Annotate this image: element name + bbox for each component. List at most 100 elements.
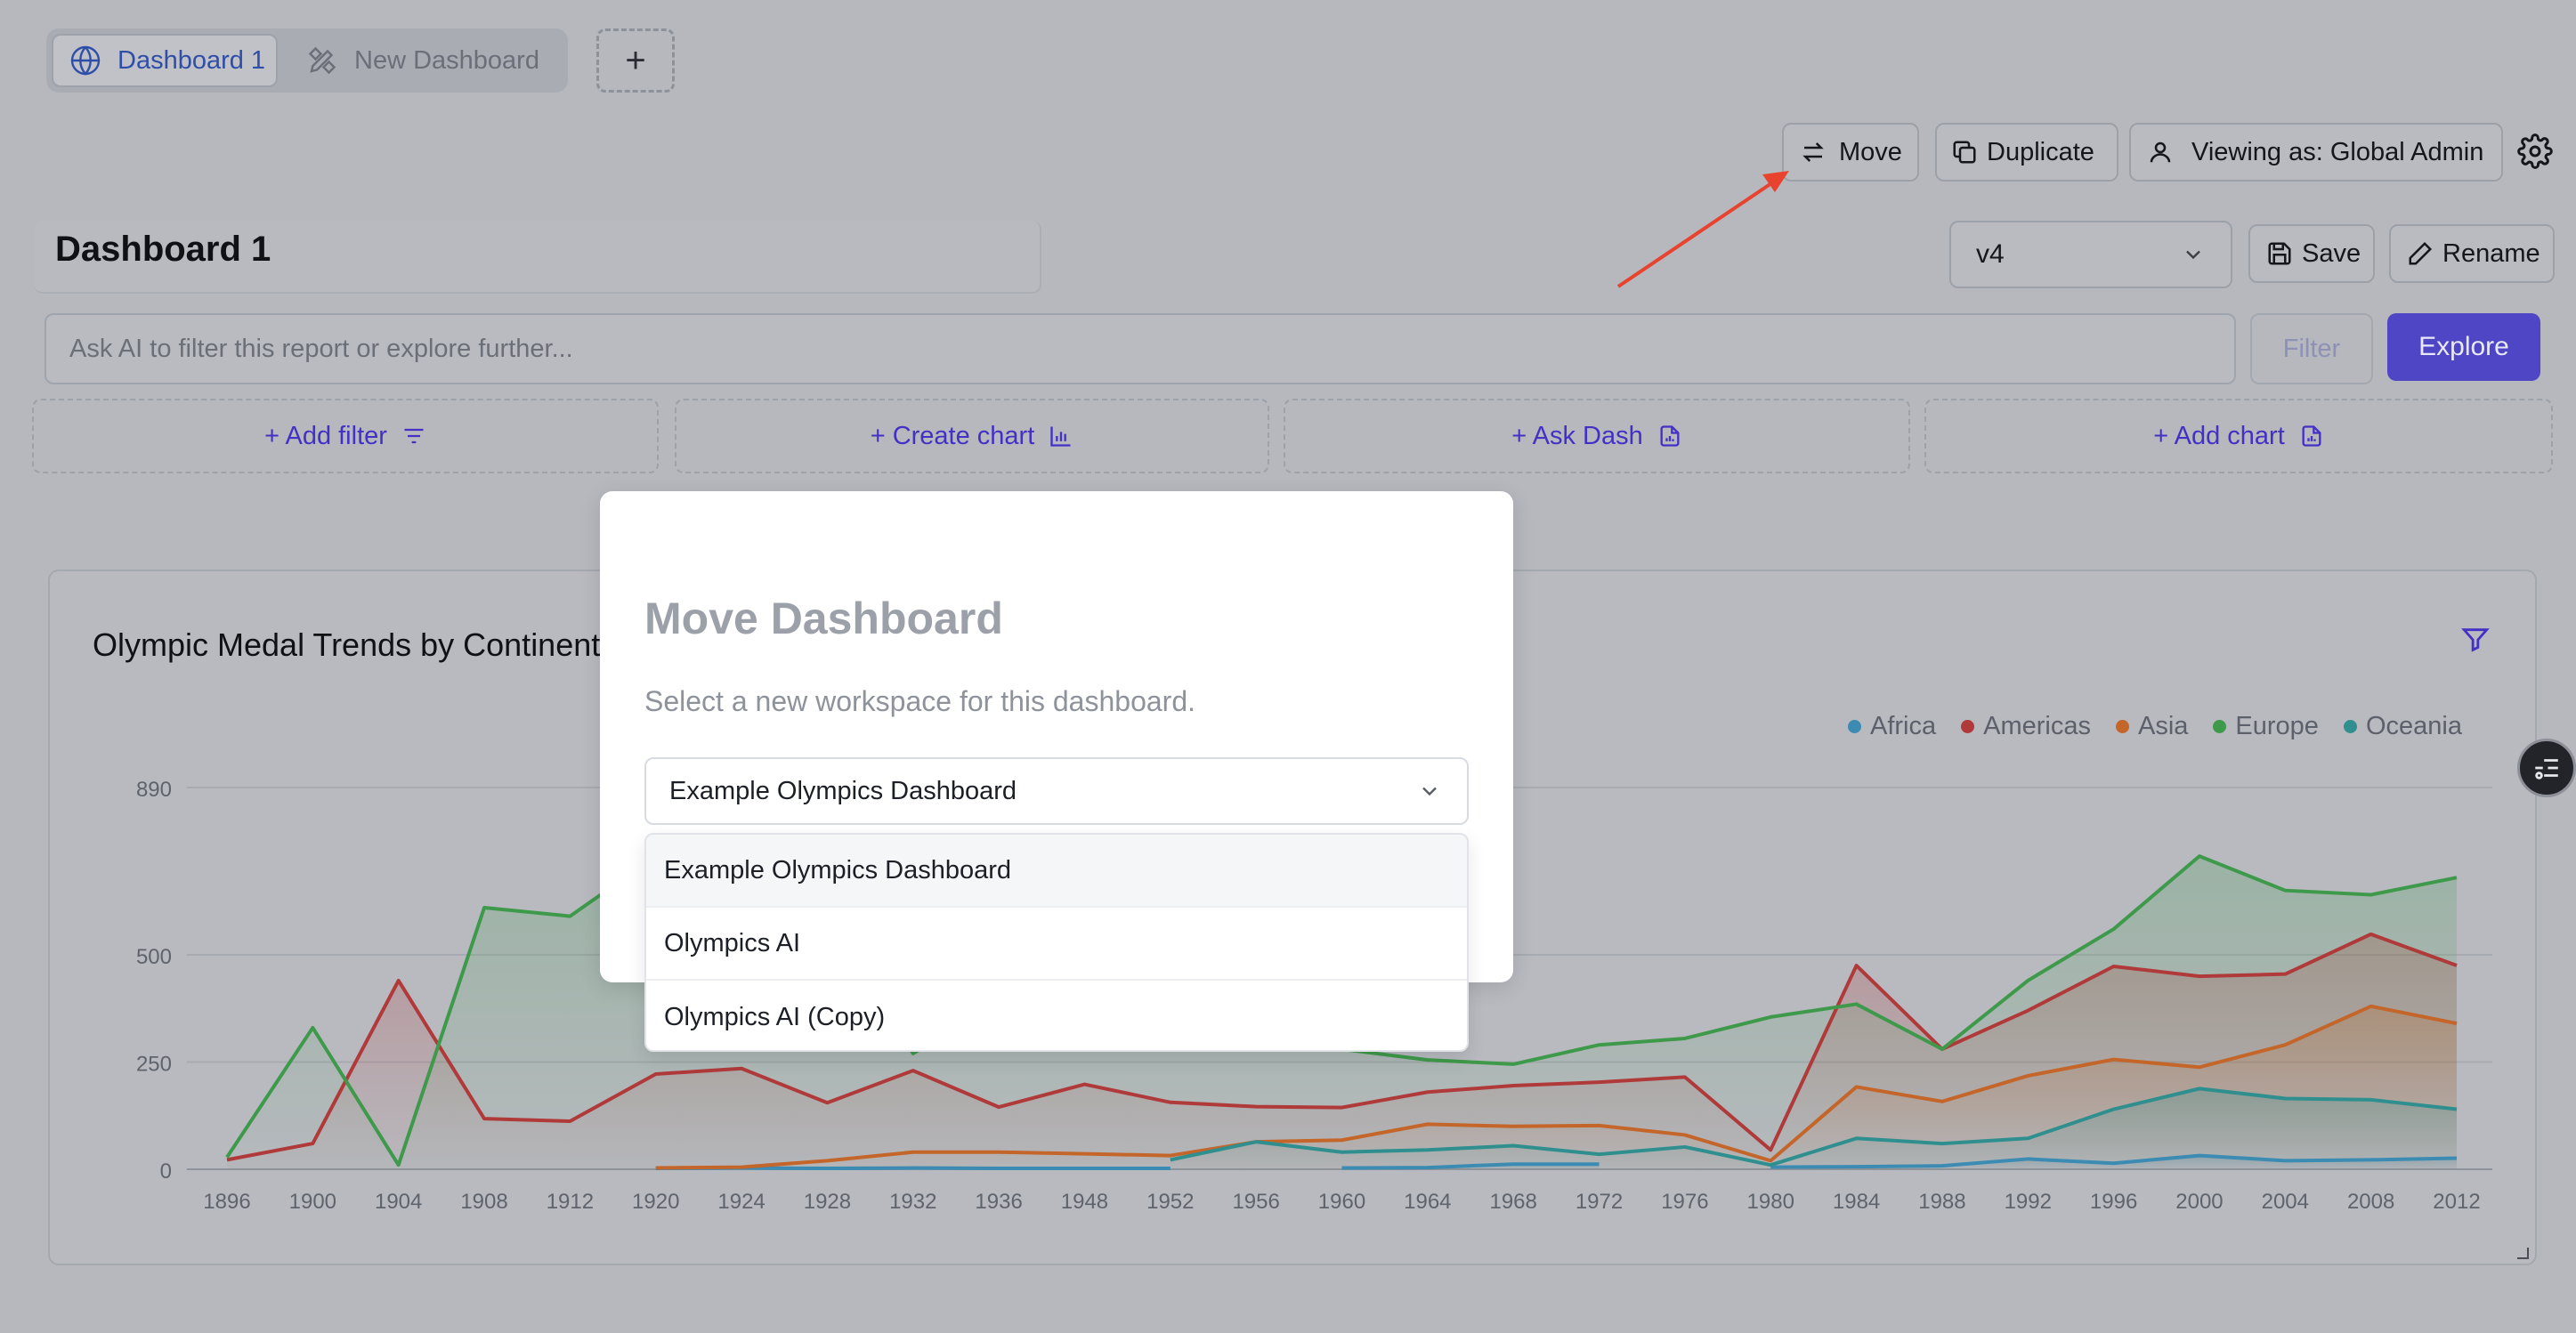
chart-legend: Africa Americas Asia Europe Oceania bbox=[1848, 712, 2462, 741]
sliders-icon bbox=[2531, 753, 2562, 783]
x-tick-label: 1952 bbox=[1146, 1190, 1194, 1214]
x-tick-label: 2000 bbox=[2175, 1190, 2223, 1214]
copy-icon bbox=[1951, 139, 1978, 166]
filter-lines-icon bbox=[401, 424, 426, 448]
legend-dot bbox=[2116, 720, 2129, 733]
legend-item[interactable]: Europe bbox=[2213, 712, 2319, 741]
y-tick-label: 500 bbox=[136, 945, 172, 969]
workspace-dropdown: Example Olympics Dashboard Olympics AI O… bbox=[644, 833, 1469, 1052]
x-tick-label: 1920 bbox=[632, 1190, 679, 1214]
legend-item[interactable]: Americas bbox=[1961, 712, 2091, 741]
filter-button[interactable]: Filter bbox=[2250, 313, 2373, 384]
resize-handle[interactable] bbox=[2515, 1246, 2530, 1264]
add-filter-button[interactable]: + Add filter bbox=[32, 399, 659, 473]
add-tab-button[interactable]: + bbox=[596, 28, 675, 93]
series-line-oceania bbox=[1170, 1087, 2458, 1167]
series-line-africa bbox=[1341, 1162, 1600, 1170]
x-tick-label: 1988 bbox=[1918, 1190, 1965, 1214]
rename-button[interactable]: Rename bbox=[2389, 224, 2555, 283]
x-tick-label: 2008 bbox=[2347, 1190, 2394, 1214]
globe-icon bbox=[69, 44, 101, 77]
x-tick-label: 1928 bbox=[804, 1190, 851, 1214]
x-tick-label: 1992 bbox=[2005, 1190, 2052, 1214]
x-tick-label: 1904 bbox=[375, 1190, 422, 1214]
legend-label: Americas bbox=[1983, 712, 2091, 740]
legend-label: Asia bbox=[2138, 712, 2189, 740]
chevron-down-icon bbox=[1417, 779, 1442, 804]
modal-title: Move Dashboard bbox=[644, 594, 1003, 643]
workspace-select[interactable]: Example Olympics Dashboard bbox=[644, 757, 1469, 825]
x-tick-label: 1932 bbox=[889, 1190, 936, 1214]
legend-label: Africa bbox=[1870, 712, 1937, 740]
swap-arrows-icon bbox=[1800, 139, 1827, 166]
chart-title: Olympic Medal Trends by Continent bbox=[93, 626, 601, 663]
x-tick-label: 1956 bbox=[1232, 1190, 1279, 1214]
legend-dot bbox=[1961, 720, 1975, 733]
save-icon bbox=[2266, 240, 2293, 267]
x-tick-label: 1908 bbox=[460, 1190, 507, 1214]
series-line-africa bbox=[1770, 1153, 2458, 1169]
workspace-option[interactable]: Olympics AI (Copy) bbox=[664, 1002, 886, 1031]
workspace-option[interactable]: Example Olympics Dashboard bbox=[646, 835, 1467, 908]
pencil-ruler-icon bbox=[306, 44, 338, 77]
title-panel bbox=[34, 221, 1041, 294]
move-button[interactable]: Move bbox=[1782, 123, 1919, 182]
x-tick-label: 1896 bbox=[203, 1190, 250, 1214]
user-icon bbox=[2147, 139, 2174, 166]
x-tick-label: 1948 bbox=[1061, 1190, 1108, 1214]
add-chart-button[interactable]: + Add chart bbox=[1924, 399, 2553, 473]
explore-button[interactable]: Explore bbox=[2387, 313, 2540, 381]
gear-icon[interactable] bbox=[2517, 133, 2553, 174]
chevron-down-icon bbox=[2181, 242, 2206, 267]
tab-label: Dashboard 1 bbox=[117, 45, 266, 75]
document-icon bbox=[1657, 424, 1682, 448]
x-tick-label: 1972 bbox=[1576, 1190, 1623, 1214]
ask-dash-button[interactable]: + Ask Dash bbox=[1284, 399, 1910, 473]
x-tick-label: 1900 bbox=[289, 1190, 336, 1214]
legend-item[interactable]: Africa bbox=[1848, 712, 1936, 741]
legend-dot bbox=[1848, 720, 1861, 733]
x-tick-label: 1976 bbox=[1661, 1190, 1708, 1214]
series-area-oceania bbox=[1170, 1088, 2457, 1169]
save-button[interactable]: Save bbox=[2248, 224, 2375, 283]
ask-ai-input[interactable]: Ask AI to filter this report or explore … bbox=[45, 313, 2236, 384]
x-tick-label: 1960 bbox=[1318, 1190, 1365, 1214]
side-panel-toggle[interactable] bbox=[2517, 739, 2576, 797]
funnel-filter-icon[interactable] bbox=[2460, 625, 2491, 659]
legend-dot bbox=[2213, 720, 2227, 733]
bar-chart-icon bbox=[1049, 424, 1073, 448]
y-tick-label: 250 bbox=[136, 1052, 172, 1076]
legend-label: Oceania bbox=[2365, 712, 2462, 740]
x-tick-label: 1996 bbox=[2090, 1190, 2137, 1214]
x-tick-label: 1936 bbox=[975, 1190, 1022, 1214]
workspace-option[interactable]: Olympics AI bbox=[646, 908, 1467, 981]
x-tick-label: 1968 bbox=[1489, 1190, 1536, 1214]
x-tick-label: 1980 bbox=[1747, 1190, 1794, 1214]
x-tick-label: 1964 bbox=[1404, 1190, 1451, 1214]
x-tick-label: 1912 bbox=[547, 1190, 594, 1214]
x-tick-label: 1984 bbox=[1833, 1190, 1880, 1214]
document-icon bbox=[2299, 424, 2324, 448]
series-line-asia bbox=[655, 1004, 2458, 1170]
x-tick-label: 2012 bbox=[2433, 1190, 2480, 1214]
pencil-icon bbox=[2407, 240, 2434, 267]
create-chart-button[interactable]: + Create chart bbox=[675, 399, 1269, 473]
legend-dot bbox=[2343, 720, 2357, 733]
tab-dashboard-1[interactable]: Dashboard 1 bbox=[52, 34, 278, 87]
tab-label: New Dashboard bbox=[354, 45, 539, 75]
annotation-arrow bbox=[1616, 171, 1789, 288]
modal-description: Select a new workspace for this dashboar… bbox=[644, 685, 1195, 717]
x-tick-label: 1924 bbox=[717, 1190, 765, 1214]
page-title: Dashboard 1 bbox=[55, 230, 271, 269]
viewing-as-button[interactable]: Viewing as: Global Admin bbox=[2129, 123, 2503, 182]
y-tick-label: 0 bbox=[160, 1159, 172, 1184]
tab-new-dashboard[interactable]: New Dashboard bbox=[306, 34, 539, 87]
duplicate-button[interactable]: Duplicate bbox=[1935, 123, 2118, 182]
legend-item[interactable]: Oceania bbox=[2343, 712, 2462, 741]
legend-label: Europe bbox=[2235, 712, 2319, 740]
version-select[interactable]: v4 bbox=[1949, 221, 2232, 288]
x-tick-label: 2004 bbox=[2262, 1190, 2309, 1214]
y-tick-label: 890 bbox=[136, 778, 172, 802]
legend-item[interactable]: Asia bbox=[2116, 712, 2188, 741]
series-line-americas bbox=[226, 932, 2458, 1162]
